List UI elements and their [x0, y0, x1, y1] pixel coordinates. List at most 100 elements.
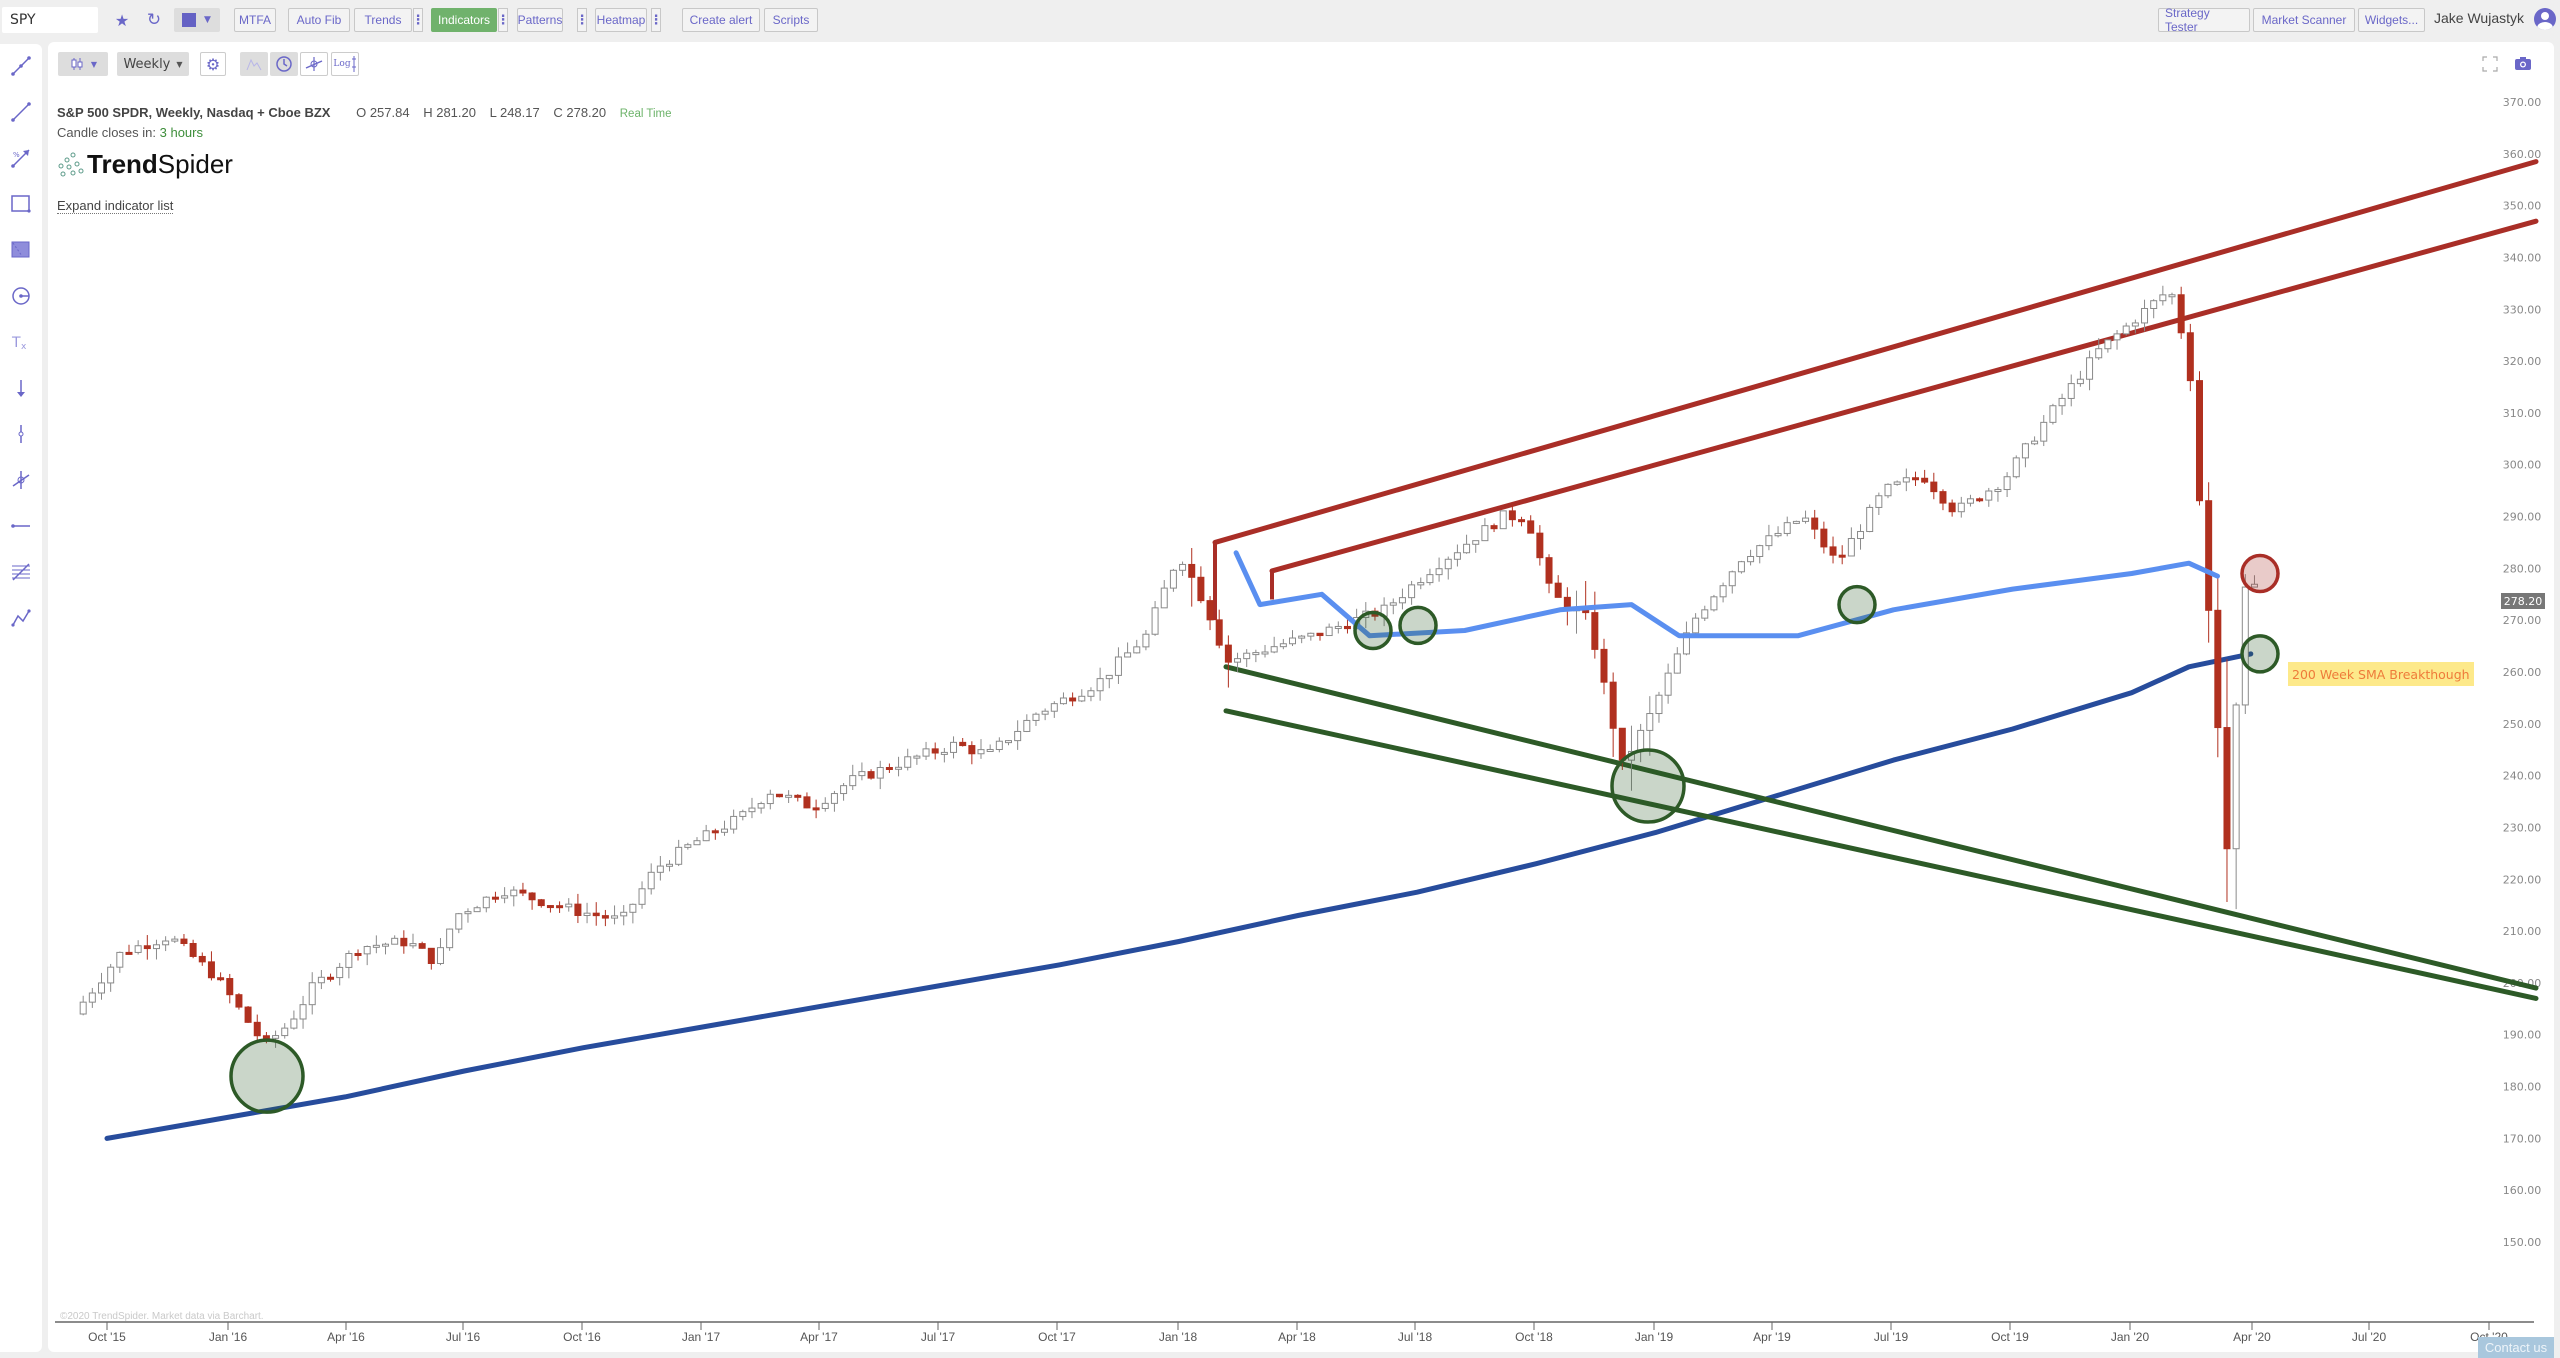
auto-fib-button[interactable]: Auto Fib: [288, 8, 350, 32]
chart-title-line: S&P 500 SPDR, Weekly, Nasdaq + Cboe BZX …: [57, 105, 672, 120]
crosshair-line-icon: [305, 57, 323, 71]
filled-rectangle-tool-icon[interactable]: [8, 237, 34, 263]
crosshair-toggle[interactable]: [300, 52, 328, 76]
svg-text:Oct '17: Oct '17: [1038, 1330, 1076, 1344]
user-name[interactable]: Jake Wujastyk: [2434, 10, 2524, 26]
gear-icon: ⚙: [205, 54, 221, 74]
log-scale-toggle[interactable]: Log: [331, 52, 359, 76]
create-alert-button[interactable]: Create alert: [682, 8, 760, 32]
svg-text:350.00: 350.00: [2503, 200, 2542, 213]
ray-line-tool-icon[interactable]: [8, 99, 34, 125]
chart-panel: ▼ Weekly ▼ ⚙ Log: [48, 42, 2554, 1352]
fibonacci-tool-icon[interactable]: [8, 559, 34, 585]
indicators-menu-button[interactable]: ⋮: [497, 8, 510, 32]
symbol-input[interactable]: [2, 7, 98, 33]
user-avatar-icon[interactable]: [2534, 8, 2556, 30]
circle-tool-icon[interactable]: [8, 283, 34, 309]
svg-text:Oct '15: Oct '15: [88, 1330, 126, 1344]
sma-breakthrough-annotation[interactable]: 200 Week SMA Breakthough: [2288, 662, 2474, 686]
percent-change-tool-icon[interactable]: %: [8, 145, 34, 171]
touch-markers[interactable]: [229, 553, 2280, 1114]
favorite-star-icon[interactable]: ★: [114, 10, 130, 30]
svg-text:Oct '19: Oct '19: [1991, 1330, 2029, 1344]
svg-text:300.00: 300.00: [2503, 459, 2542, 472]
svg-text:320.00: 320.00: [2503, 355, 2542, 368]
fullscreen-icon[interactable]: [2482, 56, 2498, 72]
contact-us-button[interactable]: Contact us: [2478, 1337, 2554, 1358]
vertical-line-tool-icon[interactable]: [8, 421, 34, 447]
svg-text:Jan '16: Jan '16: [209, 1330, 248, 1344]
polyline-tool-icon[interactable]: [8, 605, 34, 631]
trendlines[interactable]: [1212, 159, 2539, 1001]
rectangle-tool-icon[interactable]: [8, 191, 34, 217]
timeframe-dropdown[interactable]: Weekly ▼: [117, 52, 189, 76]
logo-bold-text: Trend: [87, 149, 158, 179]
scripts-button[interactable]: Scripts: [764, 8, 818, 32]
moving-average-line[interactable]: [1233, 550, 2220, 639]
chevron-down-icon: ▼: [176, 59, 183, 69]
chart-settings-button[interactable]: ⚙: [200, 52, 226, 76]
widgets-button[interactable]: Widgets...: [2358, 8, 2425, 32]
heatmap-menu-button[interactable]: ⋮: [650, 8, 663, 32]
market-scanner-button[interactable]: Market Scanner: [2253, 8, 2355, 32]
svg-text:180.00: 180.00: [2503, 1081, 2542, 1094]
extended-hours-toggle[interactable]: [240, 52, 268, 76]
log-scale-label: Log: [333, 59, 351, 69]
svg-text:Jul '18: Jul '18: [1398, 1330, 1433, 1344]
svg-text:Jan '19: Jan '19: [1635, 1330, 1674, 1344]
color-picker-button[interactable]: ▼: [174, 8, 220, 32]
ohlc-values: O 257.84 H 281.20 L 248.17 C 278.20: [356, 105, 620, 120]
svg-text:Apr '19: Apr '19: [1753, 1330, 1791, 1344]
expand-indicator-list-link[interactable]: Expand indicator list: [57, 198, 174, 214]
patterns-button[interactable]: Patterns: [517, 8, 563, 32]
svg-text:280.00: 280.00: [2503, 562, 2542, 575]
top-toolbar: ★ ↻ ▼ MTFA Auto Fib Trends ⋮ Indicators …: [0, 0, 2560, 40]
svg-text:T: T: [11, 335, 21, 351]
trends-menu-button[interactable]: ⋮: [412, 8, 425, 32]
svg-text:Oct '16: Oct '16: [563, 1330, 601, 1344]
svg-text:230.00: 230.00: [2503, 821, 2542, 834]
svg-text:220.00: 220.00: [2503, 873, 2542, 886]
svg-text:Apr '20: Apr '20: [2233, 1330, 2271, 1344]
chart-title: S&P 500 SPDR, Weekly, Nasdaq + Cboe BZX: [57, 105, 331, 120]
trendline-tool-icon[interactable]: [8, 53, 34, 79]
trends-button[interactable]: Trends: [354, 8, 412, 32]
strategy-tester-button[interactable]: Strategy Tester: [2158, 6, 2250, 34]
svg-text:210.00: 210.00: [2503, 925, 2542, 938]
svg-text:150.00: 150.00: [2503, 1236, 2542, 1249]
patterns-menu-button[interactable]: ⋮: [576, 8, 589, 32]
spider-logo-icon: [58, 152, 84, 176]
svg-text:Jul '19: Jul '19: [1874, 1330, 1909, 1344]
svg-text:340.00: 340.00: [2503, 251, 2542, 264]
svg-text:Apr '17: Apr '17: [800, 1330, 838, 1344]
log-axis-icon: [351, 56, 356, 72]
camera-icon[interactable]: [2514, 55, 2532, 71]
price-axis[interactable]: 370.00 360.00 350.00 340.00 330.00 320.00 310.…: [2503, 96, 2542, 1249]
chevron-down-icon: ▼: [204, 15, 211, 25]
chart-type-dropdown[interactable]: ▼: [58, 52, 108, 76]
sma-200-week-line[interactable]: [104, 651, 2254, 1141]
svg-text:Jul '20: Jul '20: [2352, 1330, 2387, 1344]
refresh-icon[interactable]: ↻: [146, 10, 162, 30]
low-value: L 248.17: [489, 105, 540, 120]
crosshair-line-tool-icon[interactable]: [8, 467, 34, 493]
candlestick-icon: [71, 58, 83, 70]
timeframe-value: Weekly: [123, 56, 171, 72]
heatmap-button[interactable]: Heatmap: [595, 8, 647, 32]
chart-header: S&P 500 SPDR, Weekly, Nasdaq + Cboe BZX …: [57, 105, 672, 215]
svg-text:Apr '18: Apr '18: [1278, 1330, 1316, 1344]
svg-text:%: %: [13, 151, 20, 159]
candle-close-label: Candle closes in:: [57, 125, 156, 140]
horizontal-line-tool-icon[interactable]: [8, 513, 34, 539]
indicators-button[interactable]: Indicators: [431, 8, 497, 32]
trendspider-logo: Trend Spider: [57, 149, 672, 180]
session-time-toggle[interactable]: [270, 52, 298, 76]
time-axis[interactable]: Oct '15 Jan '16 Apr '16 Jul '16 Oct '16 Jan '…: [55, 1321, 2534, 1344]
arrow-down-tool-icon[interactable]: [8, 375, 34, 401]
svg-text:x: x: [21, 342, 27, 352]
mtfa-button[interactable]: MTFA: [234, 8, 276, 32]
svg-text:170.00: 170.00: [2503, 1132, 2542, 1145]
svg-text:Apr '16: Apr '16: [327, 1330, 365, 1344]
